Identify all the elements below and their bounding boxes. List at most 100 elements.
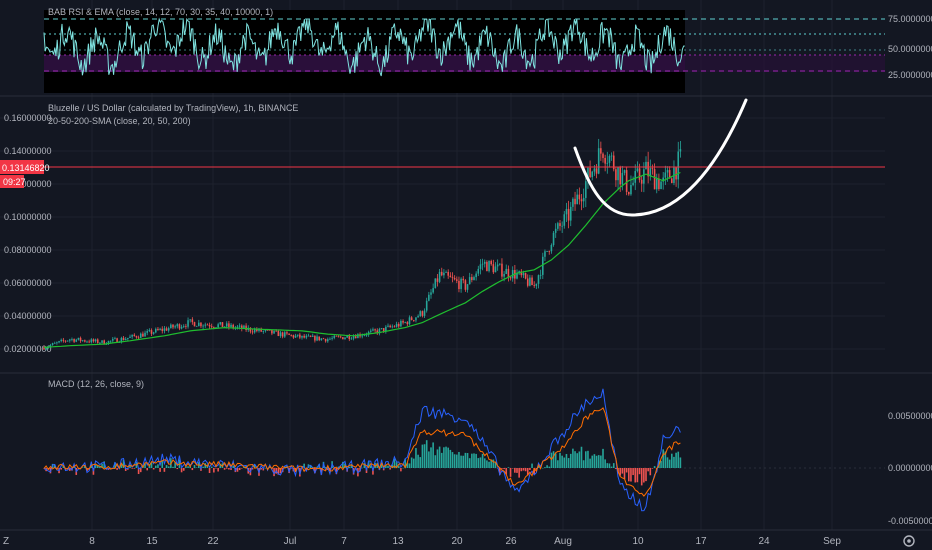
macd-hist-bar bbox=[621, 468, 624, 474]
macd-hist-bar bbox=[53, 465, 56, 468]
macd-hist-bar bbox=[238, 468, 241, 471]
candle-body bbox=[481, 263, 484, 265]
timezone-icon[interactable]: Z bbox=[3, 536, 9, 547]
candle-body bbox=[101, 340, 103, 343]
time-tick-label: 22 bbox=[207, 536, 219, 547]
macd-hist-bar bbox=[604, 459, 606, 468]
macd-hist-bar bbox=[372, 468, 374, 475]
candle-body bbox=[505, 268, 508, 275]
candle-body bbox=[133, 334, 136, 337]
candle-body bbox=[462, 278, 465, 281]
candle-body bbox=[602, 153, 604, 158]
candle-body bbox=[253, 329, 256, 333]
macd-hist-bar bbox=[174, 462, 176, 468]
macd-hist-bar bbox=[638, 468, 641, 475]
candle-body bbox=[630, 184, 632, 195]
candle-body bbox=[621, 172, 624, 185]
macd-hist-bar bbox=[120, 463, 123, 468]
candle-body bbox=[593, 168, 596, 172]
macd-hist-bar bbox=[228, 468, 230, 470]
candle-body bbox=[344, 337, 346, 340]
candle-body bbox=[443, 272, 445, 276]
candle-body bbox=[623, 170, 626, 173]
candle-body bbox=[245, 325, 247, 330]
candle-body bbox=[404, 322, 406, 323]
macd-hist-bar bbox=[574, 451, 576, 468]
macd-hist-bar bbox=[591, 455, 594, 468]
macd-hist-bar bbox=[593, 454, 596, 468]
macd-hist-bar bbox=[623, 468, 626, 480]
macd-hist-bar bbox=[191, 468, 194, 471]
rsi-panel[interactable]: BAB RSI & EMA (close, 14, 12, 70, 30, 35… bbox=[43, 7, 932, 93]
macd-hist-bar bbox=[380, 464, 383, 468]
macd-hist-bar bbox=[501, 468, 503, 469]
candle-body bbox=[64, 340, 67, 342]
macd-panel[interactable]: MACD (12, 26, close, 9) 0.00500000 0.000… bbox=[43, 379, 932, 526]
macd-hist-bar bbox=[109, 467, 112, 469]
macd-hist-bar bbox=[572, 448, 574, 468]
candle-body bbox=[187, 320, 189, 327]
macd-hist-bar bbox=[389, 468, 391, 470]
macd-hist-bar bbox=[662, 449, 664, 468]
candle-body bbox=[550, 245, 553, 252]
rsi-oversold-fill-extension bbox=[685, 55, 885, 72]
candle-body bbox=[286, 332, 288, 334]
candle-body bbox=[658, 178, 660, 190]
macd-hist-bar bbox=[640, 468, 643, 486]
macd-hist-bar bbox=[677, 451, 680, 468]
macd-hist-bar bbox=[363, 463, 366, 468]
settings-icon[interactable] bbox=[903, 535, 915, 547]
time-tick-label: 7 bbox=[341, 536, 347, 547]
macd-hist-bar bbox=[139, 468, 142, 473]
candle-body bbox=[92, 339, 95, 342]
candle-body bbox=[501, 263, 503, 277]
candle-body bbox=[129, 336, 131, 338]
macd-hist-bar bbox=[81, 467, 84, 469]
macd-hist-bar bbox=[529, 468, 531, 470]
macd-hist-bar bbox=[208, 468, 211, 474]
price-panel[interactable]: 0.16000000 0.14000000 0.12000000 0.10000000… bbox=[0, 98, 885, 354]
candle-body bbox=[105, 344, 108, 345]
macd-hist-bar bbox=[391, 464, 394, 468]
macd-hist-bar bbox=[492, 459, 495, 468]
macd-hist-bar bbox=[537, 466, 540, 468]
macd-hist-bar bbox=[479, 457, 482, 468]
candle-body bbox=[434, 278, 437, 289]
macd-hist-bar bbox=[673, 456, 675, 468]
rsi-oversold-fill bbox=[44, 55, 685, 72]
macd-hist-bar bbox=[675, 452, 677, 468]
macd-hist-bar bbox=[180, 468, 183, 473]
candle-body bbox=[346, 335, 348, 338]
candle-body bbox=[488, 260, 490, 272]
macd-hist-bar bbox=[600, 455, 602, 468]
macd-tick-pos: 0.00500000 bbox=[888, 411, 932, 421]
candle-body bbox=[393, 326, 396, 328]
candle-body bbox=[299, 334, 301, 338]
candle-body bbox=[210, 326, 213, 328]
macd-hist-bar bbox=[481, 453, 484, 468]
time-axis[interactable]: 8 15 22 Jul 7 13 20 26 Aug 10 17 24 Sep bbox=[89, 536, 841, 547]
candle-body bbox=[615, 169, 617, 181]
candle-body bbox=[561, 225, 563, 227]
candle-body bbox=[413, 320, 415, 321]
candle-body bbox=[438, 271, 441, 282]
cup-drawing[interactable] bbox=[573, 98, 748, 217]
candle-body bbox=[531, 277, 533, 286]
macd-hist-bar bbox=[526, 468, 529, 476]
macd-hist-bar bbox=[671, 453, 673, 468]
macd-hist-bar bbox=[559, 452, 561, 468]
macd-hist-bar bbox=[406, 462, 409, 468]
macd-hist-bar bbox=[195, 467, 198, 468]
candle-body bbox=[419, 311, 422, 316]
macd-hist-bar bbox=[223, 468, 226, 470]
macd-hist-bar bbox=[116, 468, 118, 470]
candle-body bbox=[103, 340, 105, 345]
time-tick-label: 13 bbox=[392, 536, 404, 547]
candle-body bbox=[99, 342, 101, 344]
time-tick-label: 20 bbox=[451, 536, 463, 547]
macd-hist-bar bbox=[309, 464, 312, 468]
macd-hist-bar bbox=[507, 467, 510, 468]
macd-hist-bar bbox=[505, 468, 508, 475]
macd-hist-bar bbox=[522, 468, 525, 471]
